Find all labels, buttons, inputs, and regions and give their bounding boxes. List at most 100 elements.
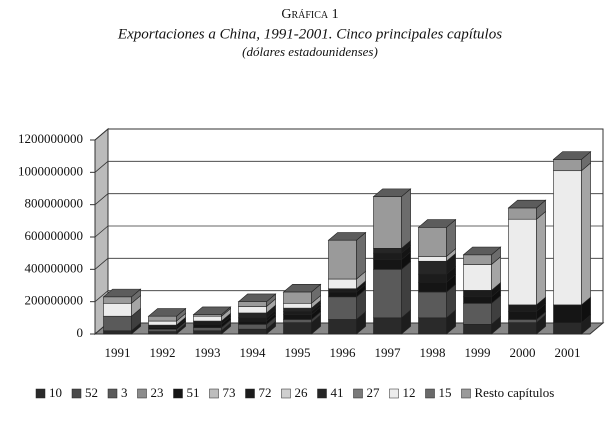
- legend-swatch: [425, 388, 435, 399]
- bar-segment: [103, 315, 132, 332]
- bar-top: [462, 246, 502, 256]
- bar-segment: [283, 314, 312, 320]
- bar-segment: [193, 315, 222, 322]
- legend-label: 27: [367, 385, 381, 400]
- bar-segment: [553, 304, 582, 323]
- legend-swatch: [107, 388, 118, 399]
- bar-segment: [418, 273, 447, 283]
- bar-side: [536, 210, 546, 306]
- legend-swatch: [353, 388, 363, 399]
- bar-segment: [103, 302, 132, 317]
- legend-label: 73: [223, 385, 236, 400]
- bar-segment: [418, 260, 447, 275]
- chart-subtitle: Exportaciones a China, 1991-2001. Cinco …: [117, 26, 502, 42]
- legend-swatch: [209, 388, 219, 399]
- legend-swatch: [245, 388, 255, 399]
- bar-segment: [418, 227, 447, 257]
- bar-segment: [238, 317, 267, 322]
- bar-segment: [193, 320, 222, 325]
- y-tick-label: 1000000000: [18, 163, 83, 178]
- bar-segment: [463, 302, 492, 325]
- bar-segment: [463, 296, 492, 304]
- bar-segment: [148, 328, 177, 332]
- bar-segment: [148, 324, 177, 328]
- bar-segment: [238, 312, 267, 319]
- bar-segment: [463, 290, 492, 298]
- bar-segment: [103, 296, 132, 304]
- x-tick-label: 2001: [555, 345, 581, 360]
- bar-segment: [463, 323, 492, 335]
- bar-segment: [103, 330, 132, 335]
- x-tick-label: 1996: [330, 345, 357, 360]
- grid-line: [94, 193, 603, 205]
- bar-segment: [463, 254, 492, 265]
- bar-segment: [418, 317, 447, 335]
- legend-label: 12: [403, 385, 416, 400]
- legend-label: Resto capítulos: [475, 385, 555, 400]
- bar-segment: [553, 322, 582, 335]
- legend-swatch: [389, 388, 399, 399]
- bar-segment: [373, 259, 402, 270]
- bar-segment: [553, 159, 582, 172]
- x-tick-label: 1995: [285, 345, 311, 360]
- bar-side: [401, 188, 411, 249]
- bar-segment: [283, 291, 312, 304]
- x-tick-label: 2000: [510, 345, 536, 360]
- legend-swatch: [461, 388, 471, 399]
- bar-top: [552, 151, 592, 160]
- bar-top: [192, 306, 232, 315]
- x-tick-label: 1997: [375, 345, 402, 360]
- legend-label: 23: [151, 385, 164, 400]
- bar-segment: [283, 307, 312, 312]
- y-tick-label: 200000000: [25, 293, 84, 308]
- y-tick-label: 600000000: [25, 228, 84, 243]
- y-tick-label: 800000000: [25, 196, 84, 211]
- bar-segment: [328, 296, 357, 320]
- bar-segment: [238, 320, 267, 325]
- bar-segment: [508, 207, 537, 220]
- bar-segment: [238, 323, 267, 330]
- bar-segment: [238, 301, 267, 307]
- bar-segment: [328, 319, 357, 335]
- bar-segment: [373, 248, 402, 254]
- bar-side: [401, 260, 411, 319]
- bar-segment: [508, 218, 537, 306]
- bar-segment: [463, 264, 492, 291]
- chart-title: Gráfica 1: [281, 7, 338, 22]
- legend-label: 72: [259, 385, 272, 400]
- bar-segment: [328, 291, 357, 298]
- grid-line: [94, 128, 603, 141]
- bar-segment: [283, 319, 312, 323]
- bar-segment: [148, 331, 177, 335]
- bar-segment: [238, 306, 267, 314]
- legend-label: 3: [121, 385, 128, 400]
- bar-segment: [148, 315, 177, 322]
- y-tick-label: 400000000: [25, 260, 84, 275]
- bar-segment: [508, 311, 537, 320]
- bar-segment: [508, 322, 537, 335]
- y-tick-label: 0: [77, 325, 84, 340]
- x-tick-label: 1993: [195, 345, 221, 360]
- legend-label: 52: [85, 385, 98, 400]
- bar-top: [372, 188, 412, 197]
- bar-segment: [283, 302, 312, 309]
- legend-label: 51: [187, 385, 200, 400]
- legend-swatch: [317, 388, 327, 399]
- x-tick-label: 1991: [105, 345, 131, 360]
- bar-segment: [508, 319, 537, 323]
- bar-segment: [373, 196, 402, 249]
- grid-line: [94, 160, 603, 173]
- bar-segment: [193, 323, 222, 328]
- legend-swatch: [137, 388, 147, 399]
- legend-swatch: [35, 388, 46, 399]
- legend-label: 26: [295, 385, 309, 400]
- x-tick-label: 1994: [240, 345, 267, 360]
- bar-top: [102, 288, 142, 298]
- bar-segment: [418, 281, 447, 293]
- bar-top: [282, 283, 322, 293]
- legend-swatch: [281, 388, 291, 399]
- x-tick-label: 1992: [150, 345, 176, 360]
- legend-label: 10: [49, 385, 62, 400]
- bar-top: [147, 308, 187, 317]
- bar-segment: [418, 291, 447, 319]
